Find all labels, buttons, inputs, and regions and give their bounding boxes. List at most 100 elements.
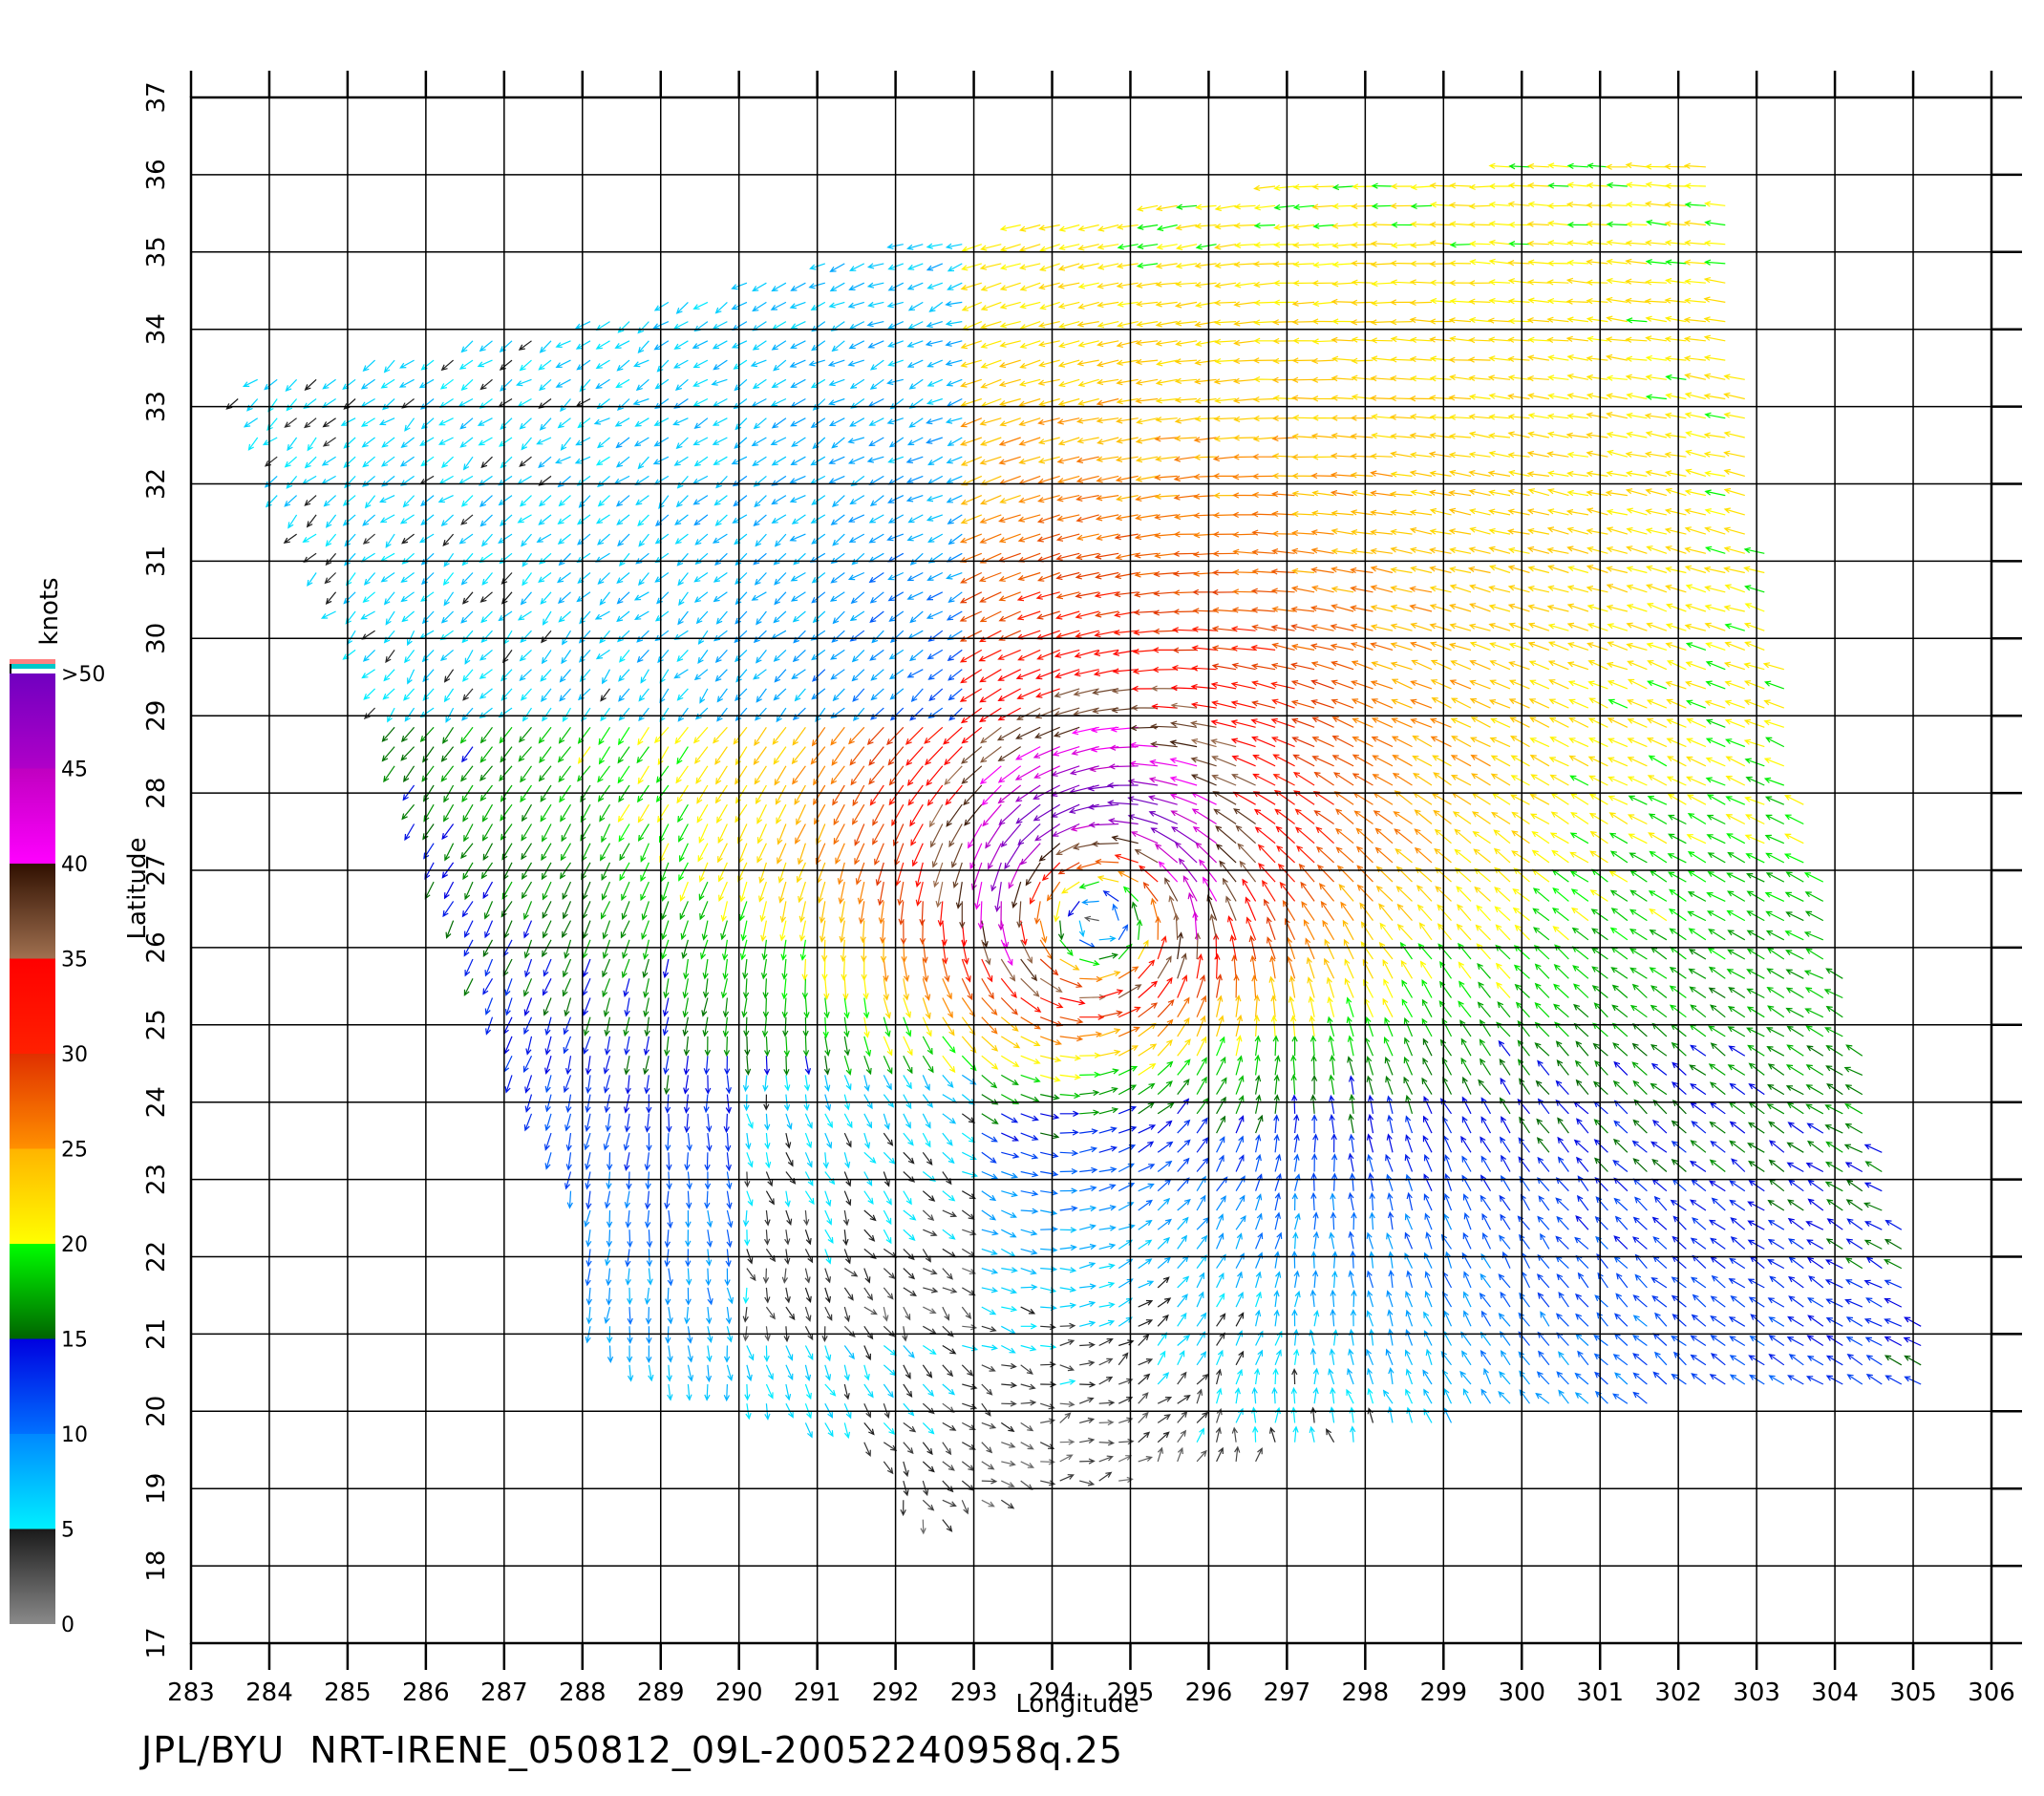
x-tick-label: 291 — [794, 1678, 841, 1707]
wind-vector — [653, 437, 670, 447]
wind-vector — [920, 1519, 926, 1535]
wind-vector — [1196, 1411, 1209, 1423]
wind-vector — [1628, 833, 1648, 845]
wind-vector — [1631, 1140, 1648, 1153]
wind-vector — [941, 920, 947, 947]
wind-vector — [1310, 1074, 1318, 1095]
wind-vector — [644, 1113, 651, 1133]
wind-vector — [1433, 809, 1452, 824]
wind-vector — [997, 765, 1022, 783]
wind-vector — [906, 340, 924, 348]
wind-vector — [462, 591, 474, 605]
wind-vector — [657, 650, 670, 664]
wind-vector — [998, 591, 1021, 602]
wind-vector — [1428, 489, 1452, 497]
wind-vector — [880, 920, 886, 944]
wind-vector — [1422, 1369, 1433, 1385]
wind-vector — [1509, 736, 1530, 748]
wind-vector — [1138, 1141, 1155, 1153]
wind-vector — [1537, 1292, 1550, 1308]
wind-vector — [1536, 1273, 1550, 1289]
wind-vector — [1342, 919, 1354, 941]
wind-vector — [942, 1190, 956, 1202]
wind-vector — [1664, 315, 1687, 323]
wind-vector — [1625, 451, 1648, 458]
wind-vector — [1014, 746, 1041, 760]
wind-vector — [1449, 414, 1472, 420]
wind-vector — [460, 765, 474, 782]
wind-vector — [1667, 853, 1687, 864]
wind-vector — [863, 1094, 873, 1110]
wind-vector — [1768, 1375, 1785, 1385]
wind-vector — [947, 437, 963, 447]
wind-vector — [600, 688, 610, 702]
wind-vector — [1787, 1217, 1804, 1230]
wind-vector — [1287, 955, 1296, 979]
wind-vector — [1138, 1183, 1155, 1192]
wind-vector — [1290, 680, 1315, 690]
wind-vector — [947, 533, 963, 545]
wind-vector — [1589, 850, 1608, 864]
wind-vector — [304, 417, 317, 429]
wind-vector — [1040, 1189, 1058, 1196]
wind-vector — [895, 862, 905, 887]
wind-vector — [877, 881, 884, 907]
wind-vector — [1253, 281, 1276, 289]
wind-vector — [1684, 297, 1706, 305]
wind-vector — [1690, 1083, 1707, 1096]
wind-vector — [577, 533, 591, 545]
wind-vector — [379, 514, 395, 524]
wind-vector — [828, 475, 845, 484]
wind-vector — [903, 958, 910, 982]
wind-vector — [1652, 1120, 1668, 1134]
wind-vector — [1627, 699, 1648, 709]
wind-vector — [722, 997, 730, 1018]
wind-vector — [1116, 417, 1139, 424]
wind-vector — [1423, 1388, 1433, 1404]
wind-vector — [1098, 1419, 1115, 1426]
wind-vector — [1095, 858, 1119, 866]
wind-vector — [1708, 987, 1726, 999]
wind-vector — [1001, 1132, 1019, 1142]
wind-vector — [907, 514, 924, 524]
wind-vector — [775, 784, 787, 805]
wind-vector — [789, 301, 806, 310]
wind-vector — [1557, 1136, 1569, 1153]
wind-vector — [577, 417, 591, 429]
wind-vector — [1275, 825, 1296, 845]
wind-vector — [627, 1364, 634, 1382]
wind-vector — [1130, 831, 1159, 845]
wind-vector — [1391, 222, 1413, 228]
wind-vector — [1196, 1137, 1209, 1153]
wind-vector — [1526, 182, 1549, 189]
wind-vector — [676, 476, 689, 489]
wind-vector — [947, 263, 963, 272]
wind-vector — [1196, 1117, 1208, 1134]
wind-vector — [1366, 1270, 1374, 1289]
wind-vector — [683, 1075, 690, 1095]
wind-vector — [1498, 1390, 1511, 1404]
wind-vector — [1461, 1096, 1472, 1115]
wind-vector — [752, 456, 767, 466]
wind-vector — [731, 340, 748, 349]
wind-vector — [462, 456, 474, 471]
wind-vector — [785, 1345, 794, 1361]
wind-vector — [1750, 1314, 1765, 1327]
wind-vector — [869, 591, 884, 604]
wind-vector — [1290, 717, 1315, 728]
wind-vector — [771, 456, 787, 466]
wind-vector — [804, 1268, 811, 1284]
wind-vector — [1405, 1094, 1414, 1114]
wind-vector — [1367, 1113, 1374, 1134]
wind-vector — [1138, 1062, 1157, 1076]
wind-vector — [479, 649, 493, 661]
wind-vector — [1372, 755, 1394, 767]
wind-vector — [1040, 1132, 1060, 1140]
wind-vector — [1390, 604, 1413, 612]
wind-vector — [544, 1152, 552, 1170]
wind-vector — [1768, 1140, 1785, 1153]
wind-vector — [1346, 1388, 1354, 1404]
wind-vector — [1309, 1329, 1315, 1346]
wind-vector — [1331, 281, 1354, 288]
wind-vector — [1414, 809, 1433, 824]
